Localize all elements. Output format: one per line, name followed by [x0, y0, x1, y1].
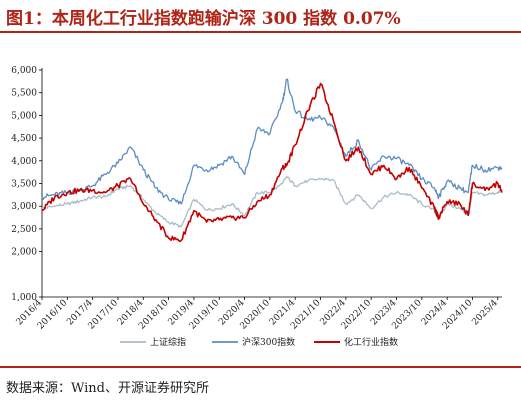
legend-label-3: 化工行业指数 [344, 336, 398, 348]
source-note: 数据来源：Wind、开源证券研究所 [6, 381, 209, 396]
x-tick-label: 2025/4 [470, 298, 500, 328]
bottom-divider [0, 366, 521, 368]
y-tick-label: 5,500 [11, 89, 37, 99]
series-line-1 [41, 176, 503, 228]
y-tick-label: 2,000 [11, 248, 37, 258]
legend-label-1: 上证综指 [150, 336, 186, 348]
y-tick-label: 4,500 [11, 134, 37, 144]
y-tick-label: 4,000 [11, 157, 37, 167]
top-divider [0, 31, 521, 33]
y-tick-label: 3,500 [11, 180, 37, 190]
legend-label-2: 沪深300指数 [242, 336, 295, 348]
y-tick-label: 6,000 [11, 66, 37, 76]
series-line-3 [41, 82, 503, 243]
y-tick-label: 2,500 [11, 225, 37, 235]
figure-title: 图1：本周化工行业指数跑输沪深 300 指数 0.07% [6, 9, 401, 29]
y-tick-label: 3,000 [11, 202, 37, 212]
series-line-2 [41, 78, 503, 205]
y-tick-label: 1,000 [11, 293, 37, 303]
y-tick-label: 5,000 [11, 111, 37, 121]
